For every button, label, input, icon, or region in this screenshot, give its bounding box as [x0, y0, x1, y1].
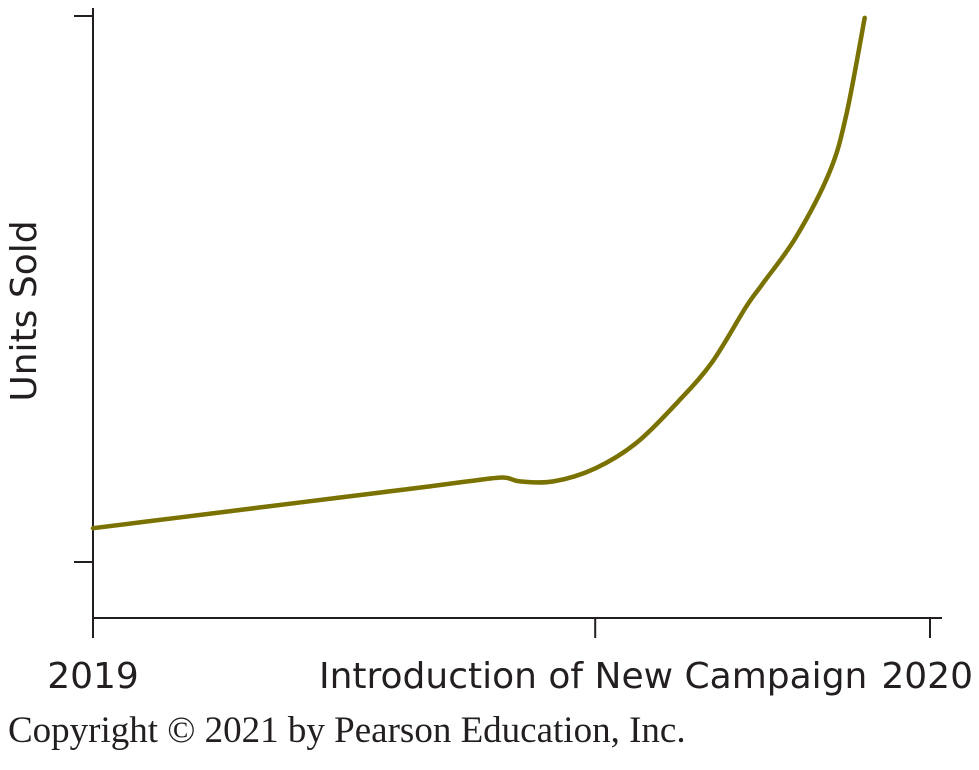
x-tick-campaign-label: Introduction of New Campaign	[319, 656, 867, 697]
y-axis-label: Units Sold	[4, 220, 45, 401]
x-ticks: 2019 Introduction of New Campaign 2020	[47, 618, 973, 697]
series-line-0	[90, 15, 867, 531]
x-tick-2019-label: 2019	[47, 656, 139, 697]
series-group	[90, 15, 867, 531]
copyright-text: Copyright © 2021 by Pearson Education, I…	[8, 710, 686, 751]
x-tick-2020-label: 2020	[881, 656, 973, 697]
